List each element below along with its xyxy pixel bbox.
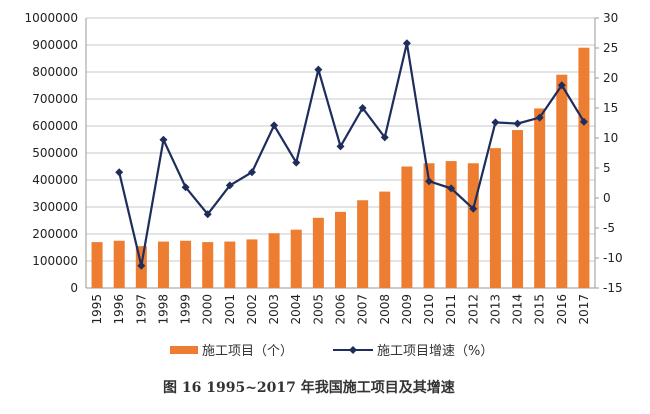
x-tick-label: 2001 (223, 294, 237, 325)
x-tick-label: 2011 (444, 294, 458, 325)
bar (202, 242, 214, 288)
right-tick-label: 20 (603, 71, 618, 85)
right-tick-label: -5 (603, 221, 615, 235)
line-marker (292, 158, 301, 167)
bar (512, 130, 524, 288)
bar (335, 211, 346, 288)
x-tick-label: 2005 (311, 294, 325, 325)
line-marker (137, 261, 146, 270)
bar (312, 217, 324, 288)
bar (379, 191, 391, 288)
right-tick-label: 0 (603, 191, 611, 205)
line-marker (447, 184, 456, 193)
legend-item-bar: 施工项目（个） (170, 340, 293, 359)
x-tick-label: 2010 (422, 294, 436, 325)
left-tick-label: 600000 (32, 119, 78, 133)
line-marker (247, 168, 256, 177)
right-tick-label: 5 (603, 161, 611, 175)
right-tick-label: 15 (603, 101, 618, 115)
bar (357, 200, 369, 288)
legend-swatch-bar (170, 345, 198, 354)
bar (423, 163, 435, 288)
x-tick-label: 2006 (334, 294, 348, 325)
legend-label-bar: 施工项目（个） (202, 344, 294, 359)
line-marker (579, 117, 588, 126)
right-tick-label: 30 (603, 11, 618, 25)
bar (246, 239, 258, 288)
left-tick-label: 300000 (32, 200, 78, 214)
left-tick-label: 900000 (32, 38, 78, 52)
x-tick-label: 1999 (179, 294, 193, 325)
x-tick-label: 2000 (201, 294, 215, 325)
line-marker (336, 142, 345, 151)
x-tick-label: 1997 (134, 294, 148, 325)
left-tick-label: 500000 (32, 146, 78, 160)
line-marker (181, 183, 190, 192)
bar (224, 241, 236, 288)
left-tick-label: 100000 (32, 254, 78, 268)
line-marker (270, 121, 279, 130)
x-tick-label: 1998 (156, 294, 170, 325)
line-marker (491, 118, 500, 127)
x-tick-label: 2017 (577, 294, 591, 325)
legend-label-line: 施工项目增速（%） (377, 344, 494, 359)
legend-swatch-line (333, 345, 374, 354)
line-marker (535, 113, 544, 122)
bar (180, 240, 192, 288)
line-marker (402, 39, 411, 48)
x-tick-label: 1995 (90, 294, 104, 325)
line-marker (513, 119, 522, 128)
chart-title: 图 16 1995~2017 年我国施工项目及其增速 (163, 380, 455, 396)
line-marker (203, 210, 212, 219)
right-tick-label: 25 (603, 41, 618, 55)
bar (113, 240, 125, 288)
x-tick-label: 2009 (400, 294, 414, 325)
right-tick-label: -10 (603, 251, 623, 265)
left-tick-label: 700000 (32, 92, 78, 106)
line-marker (557, 81, 566, 90)
x-tick-label: 2008 (378, 294, 392, 325)
bar (467, 163, 479, 288)
bar (91, 242, 103, 288)
x-tick-label: 2015 (533, 294, 547, 325)
x-tick-label: 2016 (555, 294, 569, 325)
bar (556, 74, 568, 288)
line-marker (159, 135, 168, 144)
bar (534, 108, 546, 288)
line-marker (115, 168, 124, 177)
legend-item-line: 施工项目增速（%） (333, 340, 493, 359)
x-tick-label: 2007 (356, 294, 370, 325)
chart-svg: 0 100000 200000 300000 400000 500000 600000 700… (25, 11, 623, 325)
x-tick-label: 2014 (511, 294, 525, 325)
x-tick-label: 2002 (245, 294, 259, 325)
line-marker (314, 65, 323, 74)
line-marker (380, 133, 389, 142)
left-tick-label: 200000 (32, 227, 78, 241)
bar (268, 233, 280, 288)
bar (578, 47, 590, 289)
line-marker (358, 104, 367, 112)
bar (401, 166, 413, 288)
growth-line (118, 42, 585, 267)
x-tick-label: 2013 (488, 294, 502, 325)
x-tick-label: 2012 (466, 294, 480, 325)
line-marker (225, 181, 234, 190)
right-tick-label: 10 (603, 131, 618, 145)
x-tick-label: 2004 (289, 294, 303, 325)
line-marker (469, 204, 478, 213)
bar (445, 161, 457, 288)
x-tick-label: 2003 (267, 294, 281, 325)
bar (157, 241, 169, 288)
x-tick-label: 1996 (112, 294, 126, 325)
line-marker (425, 177, 434, 186)
left-tick-label: 800000 (32, 65, 78, 79)
bar (489, 148, 501, 288)
left-tick-label: 1000000 (25, 11, 78, 25)
right-tick-label: -15 (603, 281, 623, 295)
left-tick-label: 400000 (32, 173, 78, 187)
left-tick-label: 0 (70, 281, 78, 295)
bar (290, 229, 302, 288)
legend: 施工项目（个） 施工项目增速（%） (170, 340, 493, 359)
